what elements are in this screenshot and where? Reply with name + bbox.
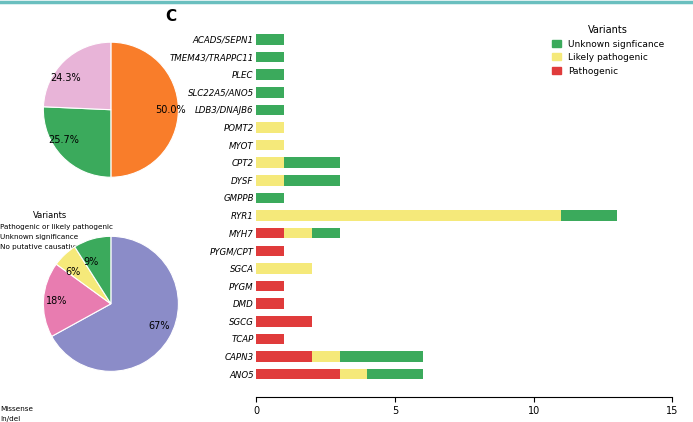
Bar (340, 369, 367, 379)
Text: 24.3%: 24.3% (50, 73, 80, 83)
Bar (256, 69, 284, 80)
Bar (284, 157, 340, 168)
Wedge shape (56, 247, 111, 304)
Bar (256, 175, 284, 186)
Bar (256, 210, 561, 221)
Bar (256, 122, 284, 133)
Bar (284, 228, 312, 238)
Bar (284, 175, 340, 186)
Bar (561, 210, 617, 221)
Bar (256, 87, 284, 97)
Bar (256, 34, 284, 45)
Bar (256, 140, 284, 150)
Bar (256, 369, 340, 379)
Text: 25.7%: 25.7% (49, 135, 79, 145)
Legend: Pathogenic or likely pathogenic, Unknown significance, No putative causative: Pathogenic or likely pathogenic, Unknown… (0, 211, 113, 250)
Text: C: C (165, 9, 176, 24)
Wedge shape (44, 264, 111, 336)
Bar (256, 246, 284, 256)
Wedge shape (44, 107, 111, 177)
Text: 9%: 9% (83, 257, 98, 267)
Wedge shape (75, 236, 111, 304)
Wedge shape (111, 42, 178, 177)
Bar (256, 263, 312, 274)
Bar (256, 193, 284, 203)
Bar (256, 351, 312, 362)
Bar (256, 316, 312, 327)
Legend: Missense, In/del, Splicing, Nonsense: Missense, In/del, Splicing, Nonsense (0, 406, 35, 422)
Bar (256, 281, 284, 291)
Bar (367, 369, 423, 379)
Text: 50.0%: 50.0% (155, 105, 186, 115)
Bar (340, 351, 423, 362)
Wedge shape (44, 42, 111, 110)
Bar (312, 228, 340, 238)
Text: 67%: 67% (149, 321, 170, 331)
Bar (256, 157, 284, 168)
Bar (256, 52, 284, 62)
Text: 18%: 18% (46, 296, 67, 306)
Bar (256, 105, 284, 115)
Text: 6%: 6% (66, 267, 81, 277)
Bar (256, 298, 284, 309)
Wedge shape (52, 236, 178, 371)
Bar (256, 228, 284, 238)
Legend: Unknown signficance, Likely pathogenic, Pathogenic: Unknown signficance, Likely pathogenic, … (548, 22, 667, 79)
Bar (256, 334, 284, 344)
Bar (312, 351, 340, 362)
